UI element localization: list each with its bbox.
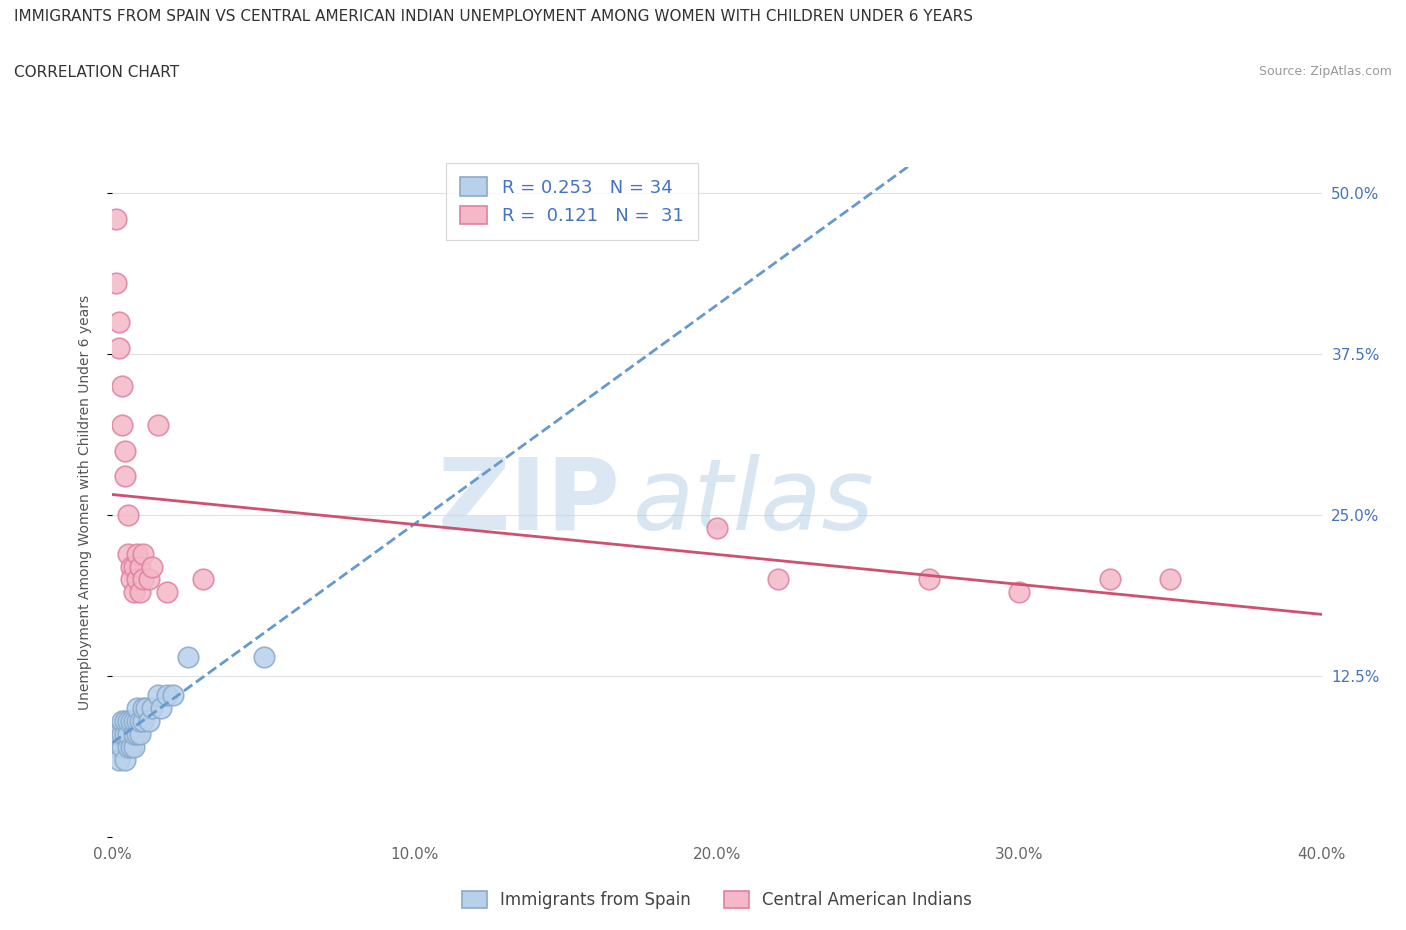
Point xyxy=(114,726,136,741)
Point xyxy=(120,572,142,587)
Point xyxy=(125,546,148,561)
Point xyxy=(1008,585,1031,600)
Point xyxy=(125,572,148,587)
Point xyxy=(110,418,132,432)
Point xyxy=(132,546,155,561)
Point xyxy=(253,649,276,664)
Text: CORRELATION CHART: CORRELATION CHART xyxy=(14,65,179,80)
Point xyxy=(125,713,148,728)
Point xyxy=(149,701,172,716)
Point xyxy=(135,701,157,716)
Legend: Immigrants from Spain, Central American Indians: Immigrants from Spain, Central American … xyxy=(456,884,979,916)
Point xyxy=(117,546,139,561)
Point xyxy=(128,713,150,728)
Point xyxy=(128,726,150,741)
Point xyxy=(156,585,179,600)
Point xyxy=(918,572,941,587)
Point xyxy=(122,559,145,574)
Point xyxy=(110,739,132,754)
Point xyxy=(110,379,132,393)
Point xyxy=(117,739,139,754)
Point xyxy=(141,559,163,574)
Point xyxy=(132,701,155,716)
Point xyxy=(107,752,129,767)
Point xyxy=(107,314,129,329)
Point xyxy=(146,688,169,703)
Point xyxy=(120,739,142,754)
Y-axis label: Unemployment Among Women with Children Under 6 years: Unemployment Among Women with Children U… xyxy=(77,295,91,710)
Point xyxy=(128,559,150,574)
Point xyxy=(125,726,148,741)
Point xyxy=(146,418,169,432)
Point xyxy=(117,508,139,523)
Point xyxy=(104,211,127,226)
Point xyxy=(156,688,179,703)
Text: IMMIGRANTS FROM SPAIN VS CENTRAL AMERICAN INDIAN UNEMPLOYMENT AMONG WOMEN WITH C: IMMIGRANTS FROM SPAIN VS CENTRAL AMERICA… xyxy=(14,9,973,24)
Point xyxy=(122,726,145,741)
Point xyxy=(706,521,728,536)
Point xyxy=(110,726,132,741)
Point xyxy=(114,469,136,484)
Point xyxy=(117,713,139,728)
Point xyxy=(110,713,132,728)
Point xyxy=(107,340,129,355)
Point xyxy=(122,713,145,728)
Point xyxy=(132,713,155,728)
Point xyxy=(114,752,136,767)
Point xyxy=(104,739,127,754)
Point xyxy=(138,713,160,728)
Point xyxy=(141,701,163,716)
Point xyxy=(766,572,789,587)
Point xyxy=(132,572,155,587)
Point xyxy=(1098,572,1121,587)
Point xyxy=(1159,572,1181,587)
Text: Source: ZipAtlas.com: Source: ZipAtlas.com xyxy=(1258,65,1392,78)
Point xyxy=(117,726,139,741)
Point xyxy=(191,572,214,587)
Point xyxy=(114,713,136,728)
Point xyxy=(177,649,200,664)
Point xyxy=(162,688,184,703)
Point xyxy=(114,444,136,458)
Point xyxy=(138,572,160,587)
Point xyxy=(128,585,150,600)
Text: ZIP: ZIP xyxy=(437,454,620,551)
Text: atlas: atlas xyxy=(633,454,875,551)
Point xyxy=(122,739,145,754)
Point xyxy=(125,701,148,716)
Point xyxy=(120,559,142,574)
Point xyxy=(122,585,145,600)
Point xyxy=(104,276,127,291)
Point xyxy=(104,726,127,741)
Point xyxy=(107,726,129,741)
Point xyxy=(120,713,142,728)
